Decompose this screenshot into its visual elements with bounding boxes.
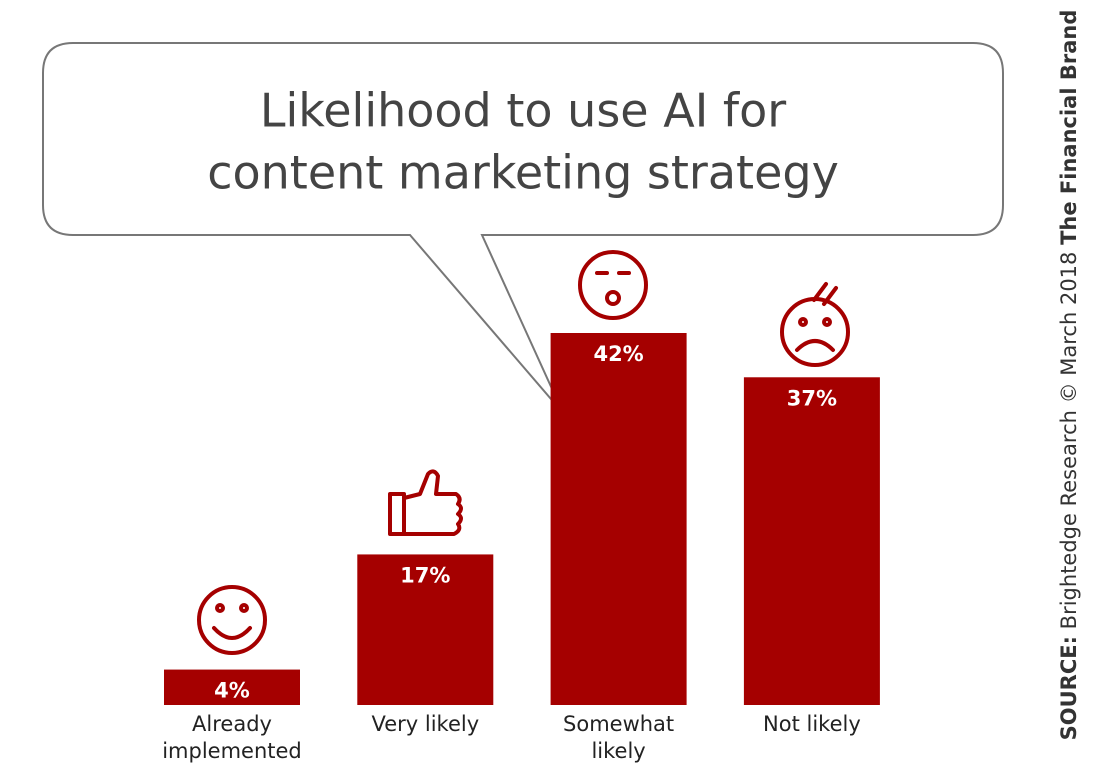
bar xyxy=(743,377,880,705)
x-tick-label: Somewhat likely xyxy=(563,712,675,763)
source-label: SOURCE: xyxy=(1057,636,1081,740)
smiley-icon xyxy=(197,585,267,655)
value-label: 42% xyxy=(593,342,643,366)
value-label: 37% xyxy=(787,386,837,410)
x-tick-label: Not likely xyxy=(763,712,861,736)
bar xyxy=(357,554,494,705)
source-brand: The Financial Brand xyxy=(1057,10,1081,245)
frown-icon xyxy=(780,282,850,367)
chart-title: content marketing strategy xyxy=(207,146,839,200)
source-note: SOURCE: Brightedge Research © March 2018… xyxy=(1057,10,1081,741)
neutral-face-icon xyxy=(578,250,648,320)
x-tick-label: Already implemented xyxy=(162,712,302,763)
value-label: 4% xyxy=(214,679,250,703)
thumbs-up-icon xyxy=(388,469,463,536)
x-tick-label: Very likely xyxy=(371,712,480,736)
bar xyxy=(550,333,687,705)
source-text: Brightedge Research © March 2018 xyxy=(1057,252,1081,630)
value-label: 17% xyxy=(400,563,450,587)
chart-title: Likelihood to use AI for xyxy=(260,84,786,138)
speech-bubble xyxy=(42,42,1004,414)
bar xyxy=(164,669,300,705)
